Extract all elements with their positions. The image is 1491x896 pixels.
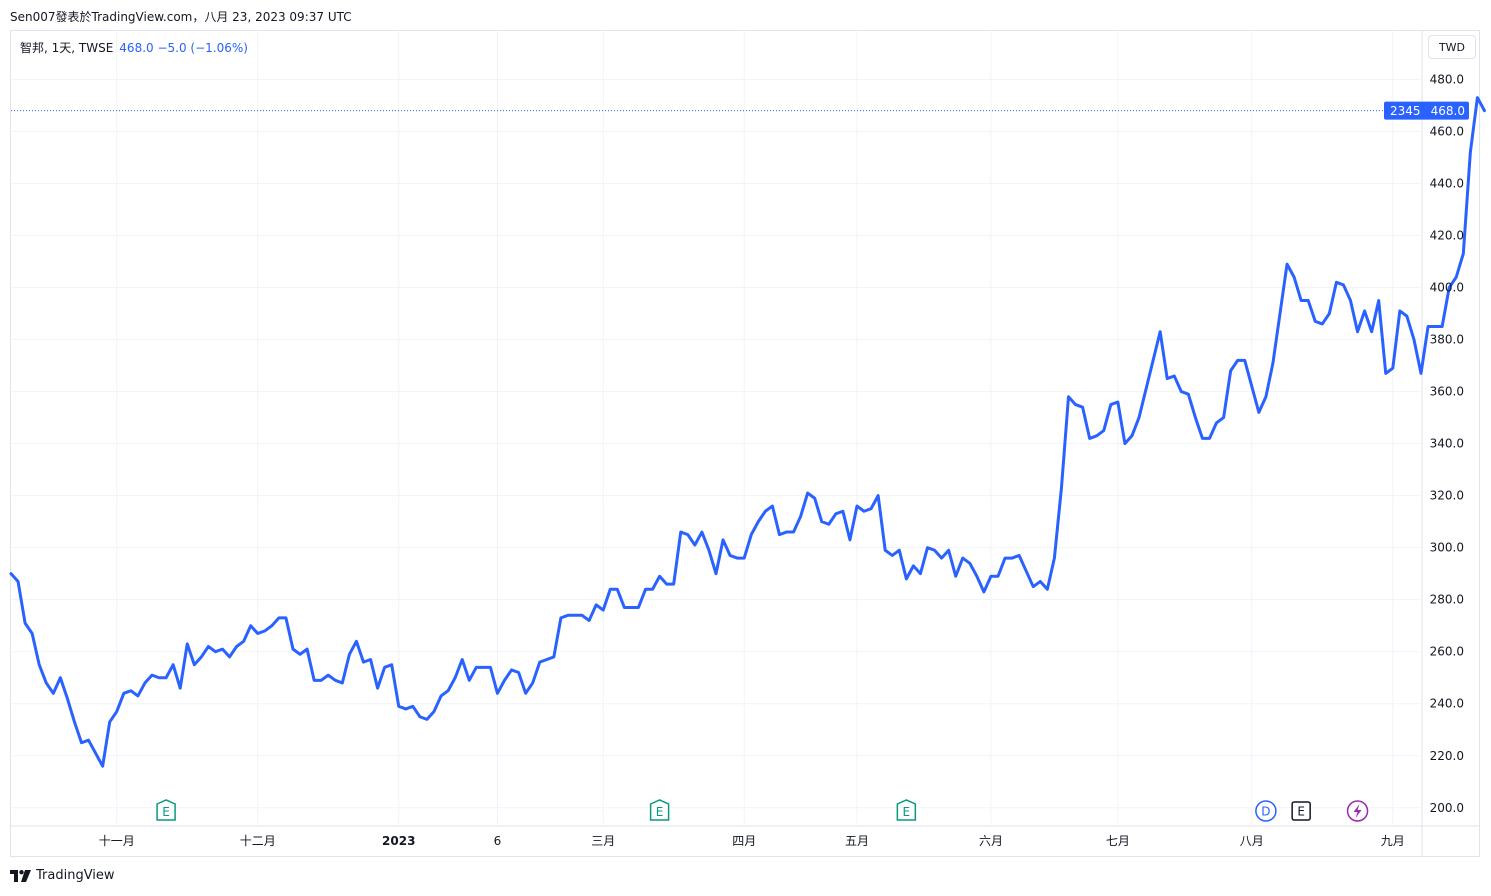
currency-button[interactable]: TWD	[1428, 35, 1476, 59]
upcoming-earnings-marker-shape	[1291, 801, 1311, 821]
y-tick-label: 280.0	[1430, 593, 1464, 607]
dividend-marker-label: D	[1261, 805, 1270, 819]
y-tick-label: 340.0	[1430, 437, 1464, 451]
tradingview-logo-icon	[10, 869, 31, 882]
x-tick-label: 三月	[591, 834, 615, 848]
y-tick-label: 220.0	[1430, 749, 1464, 763]
footer-brand-label: TradingView	[36, 868, 115, 883]
event-marker-earnings[interactable]: E	[1291, 801, 1311, 821]
x-tick-label: 八月	[1240, 834, 1264, 848]
x-tick-label: 七月	[1106, 834, 1130, 848]
upcoming-earnings-marker-label: E	[1297, 805, 1305, 819]
legend-symbol[interactable]: 智邦, 1天, TWSE	[20, 41, 114, 55]
y-tick-label: 360.0	[1430, 385, 1464, 399]
last-price-badge: 2345 468.0	[1384, 101, 1469, 120]
chart-frame	[10, 30, 1480, 857]
lightning-icon	[1353, 804, 1362, 818]
footer-brand[interactable]: TradingView	[10, 868, 115, 883]
badge-last-price: 468.0	[1431, 104, 1465, 118]
event-marker-dividend[interactable]: D	[1255, 800, 1277, 822]
y-tick-label: 380.0	[1430, 333, 1464, 347]
y-tick-label: 480.0	[1430, 72, 1464, 86]
x-tick-label: 九月	[1381, 834, 1405, 848]
y-tick-label: 320.0	[1430, 489, 1464, 503]
symbol-legend: 智邦, 1天, TWSE 468.0 −5.0 (−1.06%)	[20, 39, 248, 56]
earnings-marker-label: E	[656, 805, 664, 819]
price-series-line	[9, 96, 1486, 768]
legend-values: 468.0 −5.0 (−1.06%)	[119, 41, 248, 55]
earnings-marker-shape	[156, 799, 176, 821]
earnings-marker-label: E	[162, 805, 170, 819]
price-axis: 200.0 220.0 240.0 260.0 280.0 300.0 320.0 340.0…	[1430, 72, 1464, 814]
x-tick-label: 五月	[845, 834, 869, 848]
x-tick-label: 2023	[382, 834, 415, 848]
event-marker-earnings[interactable]: E	[896, 799, 917, 821]
grid-lines	[11, 30, 1480, 856]
y-tick-label: 420.0	[1430, 229, 1464, 243]
earnings-marker-shape	[649, 799, 670, 821]
y-tick-label: 260.0	[1430, 645, 1464, 659]
badge-countdown: 2345	[1390, 104, 1421, 118]
y-tick-label: 300.0	[1430, 541, 1464, 555]
earnings-marker-label: E	[903, 805, 911, 819]
x-tick-label: 十二月	[240, 834, 276, 848]
header-caption: Sen007發表於TradingView.com，八月 23, 2023 09:…	[10, 10, 352, 24]
y-tick-label: 460.0	[1430, 124, 1464, 138]
y-tick-label: 200.0	[1430, 801, 1464, 815]
x-tick-label: 6	[494, 834, 502, 848]
event-marker-split[interactable]	[1346, 800, 1369, 822]
event-marker-earnings[interactable]: E	[649, 799, 670, 821]
dividend-marker-shape	[1255, 800, 1277, 822]
x-tick-label: 六月	[979, 834, 1003, 848]
event-marker-earnings[interactable]: E	[156, 799, 176, 821]
y-tick-label: 400.0	[1430, 281, 1464, 295]
y-tick-label: 440.0	[1430, 176, 1464, 190]
y-tick-label: 240.0	[1430, 697, 1464, 711]
x-tick-label: 十一月	[99, 834, 135, 848]
time-axis: 十一月 十二月 2023 6 三月 四月 五月 六月 七月 八月 九月	[99, 834, 1405, 848]
x-tick-label: 四月	[732, 834, 756, 848]
earnings-marker-shape	[896, 799, 917, 821]
